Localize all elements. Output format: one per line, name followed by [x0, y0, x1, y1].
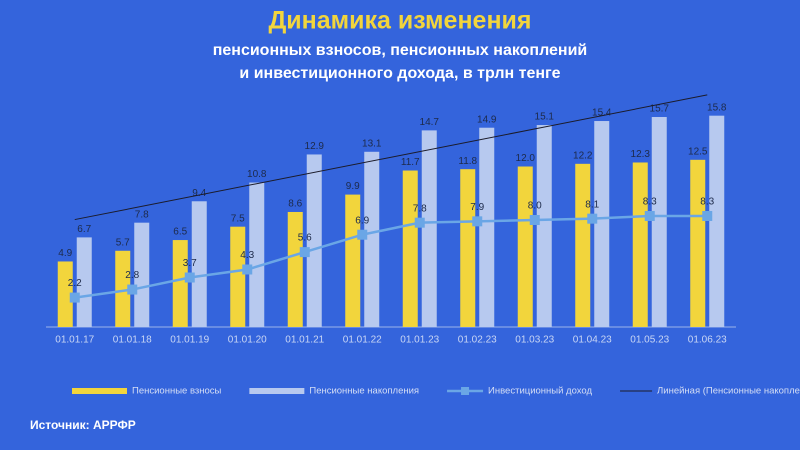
data-label: 11.8 — [458, 156, 477, 167]
bar — [306, 154, 322, 327]
legend-label: Инвестиционный доход — [488, 386, 592, 397]
bar — [287, 211, 303, 327]
bar — [191, 201, 207, 327]
data-label: 2.2 — [68, 278, 82, 289]
data-label: 12.2 — [573, 150, 593, 161]
bar — [115, 250, 131, 327]
legend-label: Пенсионные накопления — [309, 386, 419, 397]
bar — [690, 159, 706, 327]
bar — [460, 169, 476, 327]
data-label: 12.9 — [305, 141, 325, 152]
line — [74, 214, 708, 299]
bar — [421, 130, 437, 327]
x-tick-label: 01.01.22 — [343, 335, 382, 346]
bar — [517, 166, 533, 327]
bar — [172, 240, 188, 327]
data-label: 6.5 — [173, 227, 187, 238]
data-label: 12.5 — [688, 146, 708, 157]
data-label: 6.7 — [77, 224, 91, 235]
bar — [230, 226, 246, 327]
data-label: 3.7 — [183, 258, 197, 269]
data-label: 13.1 — [362, 138, 382, 149]
bar — [57, 261, 73, 327]
data-label: 15.8 — [707, 102, 727, 113]
x-tick-label: 01.01.21 — [285, 335, 324, 346]
marker — [587, 213, 598, 224]
source: Источник: АРРФР — [30, 418, 136, 432]
bar — [575, 163, 591, 327]
data-label: 4.3 — [240, 250, 254, 261]
data-label: 5.7 — [116, 237, 130, 248]
data-label: 8.1 — [585, 199, 599, 210]
bar — [76, 237, 92, 327]
chart-title: Динамика изменения — [268, 7, 531, 35]
x-tick-label: 01.01.19 — [170, 335, 209, 346]
data-label: 7.5 — [231, 213, 245, 224]
data-label: 7.9 — [470, 202, 484, 213]
bar — [651, 117, 667, 327]
x-tick-label: 01.04.23 — [573, 335, 612, 346]
marker — [357, 229, 368, 240]
data-label: 15.1 — [535, 112, 555, 123]
data-label: 4.9 — [58, 248, 72, 259]
data-label: 7.8 — [413, 203, 427, 214]
x-tick-label: 01.03.23 — [515, 335, 554, 346]
chart-subtitle: и инвестиционного дохода, в трлн тенге — [239, 65, 560, 82]
marker — [299, 247, 310, 258]
data-label: 9.4 — [192, 188, 206, 199]
data-label: 2.8 — [125, 270, 139, 281]
data-label: 14.9 — [477, 114, 497, 125]
marker — [184, 272, 195, 283]
marker — [702, 210, 713, 221]
data-label: 12.3 — [631, 149, 651, 160]
x-tick-label: 01.02.23 — [458, 335, 497, 346]
marker — [127, 284, 138, 295]
x-tick-label: 01.01.17 — [55, 335, 94, 346]
x-tick-label: 01.06.23 — [688, 335, 727, 346]
data-label: 9.9 — [346, 181, 360, 192]
bar — [594, 121, 610, 328]
bar — [479, 127, 495, 328]
marker — [242, 264, 253, 275]
legend-label: Линейная (Пенсионные накопления) — [657, 386, 800, 397]
marker — [69, 292, 80, 303]
data-label: 7.8 — [135, 209, 149, 220]
marker — [644, 210, 655, 221]
legend-label: Пенсионные взносы — [132, 386, 222, 397]
data-label: 14.7 — [420, 117, 440, 128]
data-label: 15.4 — [592, 108, 612, 119]
legend-swatch — [72, 388, 127, 394]
data-label: 8.3 — [643, 197, 657, 208]
data-label: 6.9 — [355, 215, 369, 226]
marker — [529, 215, 540, 225]
x-tick-label: 01.01.18 — [113, 335, 152, 346]
data-label: 8.0 — [528, 201, 542, 212]
bar — [364, 151, 380, 327]
bar — [345, 194, 361, 327]
x-tick-label: 01.01.23 — [400, 335, 439, 346]
data-label: 5.6 — [298, 233, 312, 244]
legend-swatch — [461, 387, 470, 395]
marker — [414, 217, 425, 228]
bar — [402, 170, 418, 327]
data-label: 8.3 — [700, 197, 714, 208]
data-label: 12.0 — [516, 153, 536, 164]
bar — [134, 222, 150, 327]
bar — [709, 115, 725, 327]
bar — [249, 182, 265, 327]
x-tick-label: 01.05.23 — [630, 335, 669, 346]
data-label: 8.6 — [288, 199, 302, 210]
x-tick-label: 01.01.20 — [228, 335, 267, 346]
bar — [536, 125, 552, 327]
data-label: 15.7 — [650, 104, 670, 115]
bar — [632, 162, 648, 327]
chart-subtitle: пенсионных взносов, пенсионных накоплени… — [213, 42, 588, 59]
trend-line — [74, 94, 708, 221]
legend-swatch — [249, 388, 305, 394]
data-label: 11.7 — [401, 157, 420, 168]
marker — [472, 216, 483, 227]
data-label: 10.8 — [247, 169, 267, 180]
